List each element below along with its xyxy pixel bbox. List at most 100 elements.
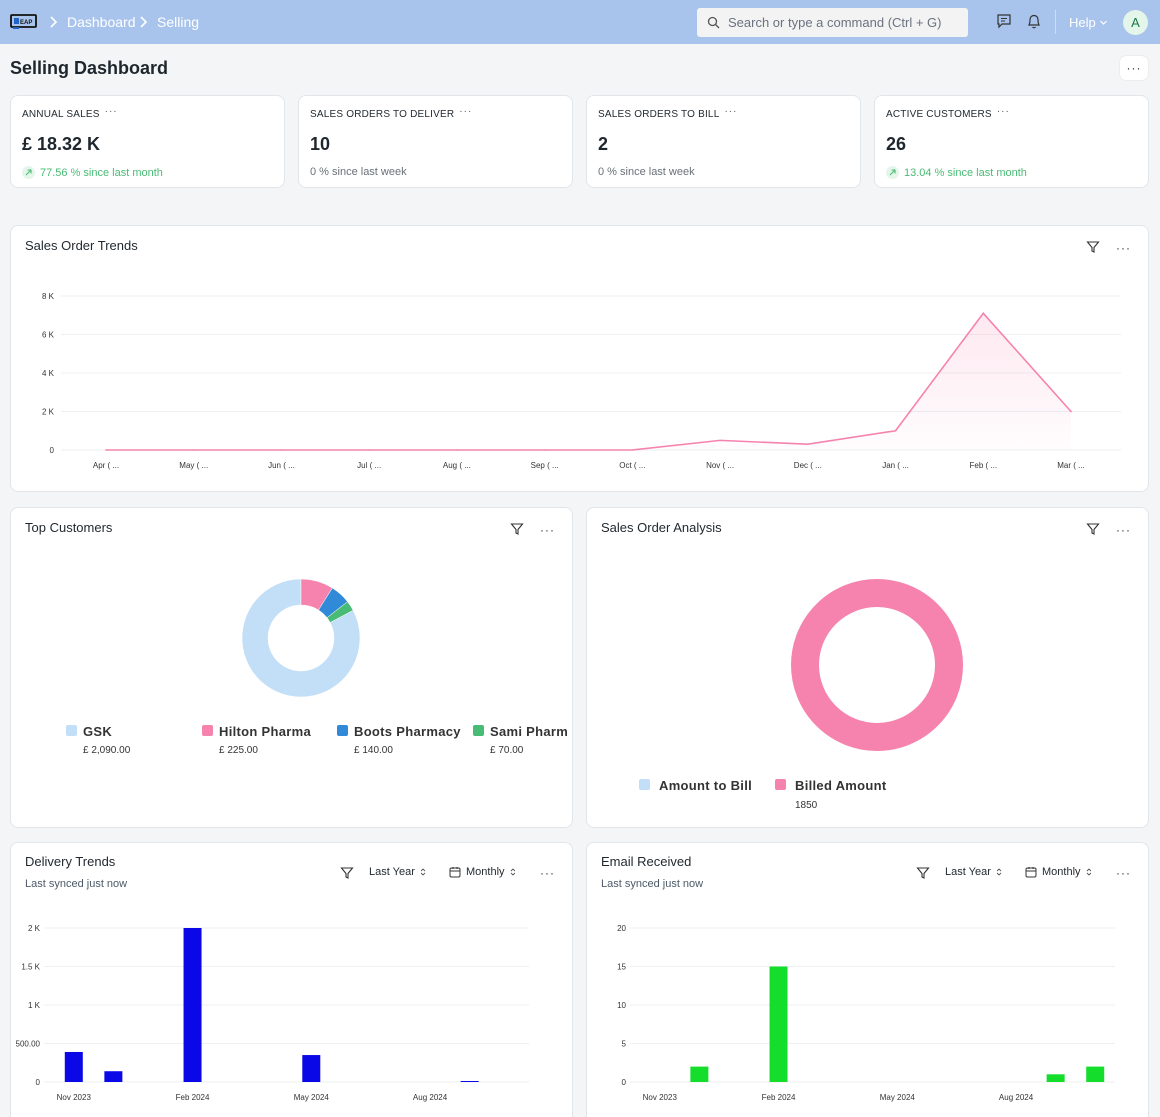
period-select[interactable]: Last Year <box>945 866 1002 878</box>
sales-order-trends-chart: 0 2 K 4 K 6 K 8 K Apr ( ... May ( ... Jun ( ...… <box>42 292 1121 470</box>
pie-slice <box>241 578 361 698</box>
area-fill <box>106 313 1071 450</box>
card-menu-icon[interactable]: ··· <box>724 106 738 117</box>
app-logo-icon[interactable]: EAP <box>10 12 38 32</box>
data-point <box>543 449 546 451</box>
legend-swatch <box>337 725 348 736</box>
legend-value: £ 140.00 <box>354 745 393 756</box>
card-menu-icon[interactable]: ··· <box>996 106 1010 117</box>
legend-value: £ 2,090.00 <box>83 745 131 756</box>
x-tick-label: Nov 2023 <box>643 1093 678 1102</box>
interval-select[interactable]: Monthly <box>1025 866 1092 878</box>
y-tick-label: 20 <box>617 924 626 933</box>
legend-label: Billed Amount <box>795 778 887 793</box>
x-tick-label: Sep ( ... <box>531 461 559 470</box>
breadcrumb-selling[interactable]: Selling <box>157 14 200 30</box>
bar <box>690 1066 709 1082</box>
search-icon <box>707 16 720 29</box>
legend-value: £ 70.00 <box>490 745 524 756</box>
chart-menu-icon[interactable]: ··· <box>540 866 555 880</box>
x-tick-label: Aug 2024 <box>999 1093 1034 1102</box>
chart-menu-icon[interactable]: ··· <box>540 523 555 537</box>
filter-icon[interactable] <box>510 522 524 536</box>
sales-order-analysis-card: Sales Order Analysis ··· Amount to Bill B… <box>586 507 1149 828</box>
x-tick-label: Dec ( ... <box>794 461 822 470</box>
chevron-right-icon <box>140 16 148 28</box>
svg-text:EAP: EAP <box>20 20 32 26</box>
y-tick-label: 500.00 <box>16 1040 41 1049</box>
chart-menu-icon[interactable]: ··· <box>1116 523 1131 537</box>
chart-menu-icon[interactable]: ··· <box>1116 241 1131 255</box>
help-dropdown[interactable]: Help <box>1069 15 1108 30</box>
card-label: SALES ORDERS TO DELIVER <box>310 109 455 120</box>
x-tick-label: Mar ( ... <box>1057 461 1085 470</box>
x-tick-label: Oct ( ... <box>619 461 645 470</box>
legend-value: £ 225.00 <box>219 745 258 756</box>
chart-title: Sales Order Analysis <box>601 520 722 535</box>
x-tick-label: May 2024 <box>880 1093 916 1102</box>
card-stat-text: 77.56 % since last month <box>40 166 163 179</box>
bar <box>460 1081 479 1082</box>
last-synced-text: Last synced just now <box>601 878 704 890</box>
calendar-icon <box>1025 867 1037 878</box>
card-value: 10 <box>310 134 331 154</box>
card-stat: 0 % since last week <box>310 166 407 178</box>
chevron-right-icon <box>50 16 58 28</box>
avatar[interactable]: A <box>1123 10 1148 35</box>
interval-select-value: Monthly <box>1042 866 1081 878</box>
data-point <box>456 449 458 451</box>
search-input[interactable] <box>728 15 958 30</box>
email-received-chart: 0 5 10 15 20 Nov 2023 Feb 2024 May 2024 Aug 2024 <box>617 924 1115 1102</box>
legend-swatch <box>202 725 213 736</box>
card-stat: 13.04 % since last month <box>886 166 1027 179</box>
filter-icon[interactable] <box>916 866 930 880</box>
interval-select-value: Monthly <box>466 866 505 878</box>
bar <box>1046 1074 1065 1082</box>
interval-select[interactable]: Monthly <box>449 866 516 878</box>
x-tick-label: Aug 2024 <box>413 1093 448 1102</box>
card-value: 2 <box>598 134 609 154</box>
number-card-sales-orders-to-deliver[interactable]: SALES ORDERS TO DELIVER ··· 10 0 % since … <box>298 95 573 188</box>
email-received-card: Email Received Last synced just now Last… <box>586 842 1149 1117</box>
number-card-sales-orders-to-bill[interactable]: SALES ORDERS TO BILL ··· 2 0 % since last… <box>586 95 861 188</box>
breadcrumb-dashboard[interactable]: Dashboard <box>67 14 136 30</box>
filter-icon[interactable] <box>1086 522 1100 536</box>
chart-menu-icon[interactable]: ··· <box>1116 866 1131 880</box>
legend-swatch <box>66 725 77 736</box>
number-card-active-customers[interactable]: ACTIVE CUSTOMERS ··· 26 13.04 % since las… <box>874 95 1149 188</box>
card-menu-icon[interactable]: ··· <box>459 106 473 117</box>
bell-icon[interactable] <box>1026 13 1042 30</box>
period-select-value: Last Year <box>945 866 991 878</box>
bar <box>64 1051 83 1082</box>
search-bar[interactable] <box>697 8 968 37</box>
number-card-annual-sales[interactable]: ANNUAL SALES ··· £ 18.32 K 77.56 % since … <box>10 95 285 188</box>
page-title: Selling Dashboard <box>10 58 169 78</box>
chat-icon[interactable] <box>996 13 1012 29</box>
filter-icon[interactable] <box>1086 240 1100 254</box>
card-menu-icon[interactable]: ··· <box>104 106 118 117</box>
period-select-value: Last Year <box>369 866 415 878</box>
y-tick-label: 2 K <box>28 924 41 933</box>
x-tick-label: Jul ( ... <box>357 461 381 470</box>
data-point <box>368 449 370 451</box>
page-menu-button[interactable]: ··· <box>1120 56 1148 80</box>
x-tick-label: Jun ( ... <box>268 461 295 470</box>
legend-label: Hilton Pharma <box>219 724 311 739</box>
x-tick-label: May ( ... <box>179 461 208 470</box>
legend-swatch <box>473 725 484 736</box>
card-value: £ 18.32 K <box>22 134 101 154</box>
legend-value: 1850 <box>795 800 818 811</box>
card-value: 26 <box>886 134 907 154</box>
help-label: Help <box>1069 15 1096 30</box>
period-select[interactable]: Last Year <box>369 866 426 878</box>
delivery-trends-card: Delivery Trends Last synced just now Las… <box>10 842 573 1117</box>
card-label: ACTIVE CUSTOMERS <box>886 109 992 120</box>
delivery-trends-chart: 0 500.00 1 K 1.5 K 2 K Nov 2023 Feb 2024 May 20… <box>16 924 529 1102</box>
y-tick-label: 0 <box>622 1078 627 1087</box>
filter-icon[interactable] <box>340 866 354 880</box>
arrow-up-right-icon <box>22 166 35 179</box>
legend-label: Amount to Bill <box>659 778 752 793</box>
sort-arrows-icon <box>996 868 1002 876</box>
x-tick-label: May 2024 <box>294 1093 330 1102</box>
data-point <box>105 449 107 451</box>
